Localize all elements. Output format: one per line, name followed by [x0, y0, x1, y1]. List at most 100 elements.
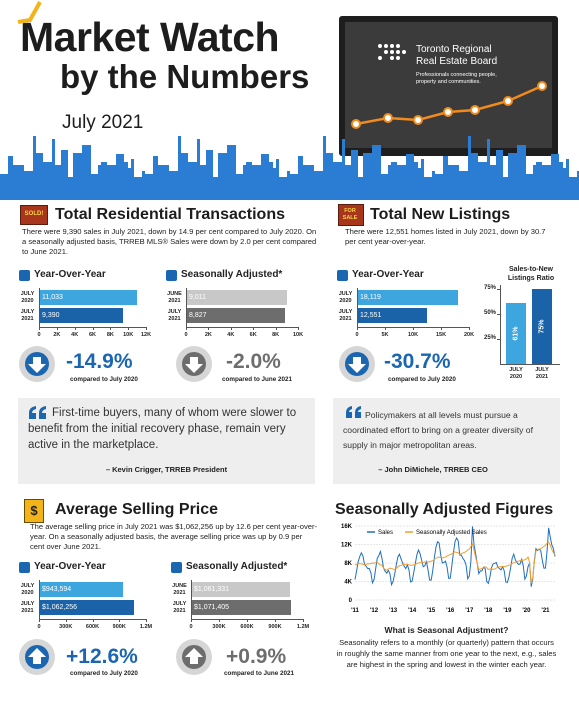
tick-mark [186, 327, 187, 330]
tick-mark [39, 327, 40, 330]
x-tick-label: 1.2M [139, 624, 153, 630]
x-tick-label: 10K [407, 332, 419, 338]
x-tick-label: 10K [123, 332, 134, 338]
category-label: JUNE 2021 [172, 583, 187, 596]
series-line [354, 541, 556, 584]
board-tagline: property and communities. [416, 79, 481, 85]
quote-text: Policymakers at all levels must pursue a… [343, 410, 533, 450]
x-tick-label: 300K [59, 624, 73, 630]
section-title: Average Selling Price [55, 501, 219, 518]
tick-mark [56, 327, 58, 330]
x-tick-label: 0 [355, 332, 359, 338]
x-tick-label: '20 [522, 608, 531, 614]
change-note: compared to July 2020 [388, 376, 456, 383]
screen-dot [413, 115, 423, 125]
tick-mark [65, 619, 67, 622]
screen-dot [503, 96, 513, 106]
tick-mark [497, 339, 500, 340]
tick-mark [146, 619, 147, 622]
bar [191, 582, 291, 597]
x-tick-label: 12K [140, 332, 152, 338]
tick-mark [441, 327, 442, 330]
board-tagline: Professionals connecting people, [416, 72, 497, 78]
y-tick-label: 4K [344, 580, 352, 586]
header-graphics: Toronto Regional Real Estate Board Profe… [0, 1, 579, 200]
x-tick-label: 0 [37, 332, 41, 338]
chart-title: Seasonally Adjusted* [186, 561, 288, 572]
tick-mark [275, 619, 276, 622]
tick-mark [247, 619, 248, 622]
logo-dot [378, 56, 382, 60]
change-icon [176, 346, 212, 382]
screen-dot [537, 81, 547, 91]
down-arrow [28, 357, 46, 373]
screen [345, 22, 552, 148]
x-tick-label: 10K [292, 332, 304, 338]
axis-line [191, 580, 192, 619]
category-label: JULY 2021 [338, 309, 353, 322]
axis-line [186, 327, 298, 328]
tick-mark [92, 327, 94, 330]
tick-mark [74, 327, 76, 330]
bar [186, 308, 285, 323]
logo-dot [396, 56, 400, 60]
x-tick-label: 8K [272, 332, 280, 338]
title-line2: by the Numbers [60, 58, 310, 95]
logo-dot [384, 50, 388, 54]
change-icon [176, 639, 212, 675]
tick-mark [230, 327, 232, 330]
x-tick-label: '11 [351, 608, 359, 614]
chart-title: Year-Over-Year [34, 561, 106, 572]
change-icon [19, 639, 55, 675]
sign-text: SOLD! [24, 211, 44, 217]
tick-mark [110, 327, 112, 330]
x-tick-label: '12 [370, 608, 379, 614]
date: July 2021 [62, 112, 144, 133]
value-label: $1,071,405 [194, 604, 230, 611]
chart-title: Year-Over-Year [34, 269, 106, 280]
down-arrow [185, 357, 203, 373]
tick-mark [219, 619, 220, 622]
bar-chart: Seasonally Adjusted* JUNE 2021 9,011 JULY 2… [165, 268, 310, 346]
x-tick-label: 2K [204, 332, 212, 338]
quote-author: – John DiMichele, TRREB CEO [378, 465, 488, 474]
x-tick-label: 15K [435, 332, 447, 338]
tick-mark [497, 314, 500, 315]
value-label: 8,827 [189, 312, 207, 319]
quote-glyph [346, 406, 361, 418]
category-label: JULY 2021 [535, 367, 549, 380]
x-tick-label: '19 [503, 608, 512, 614]
value-label: 75% [538, 319, 546, 334]
logo-dot [378, 44, 382, 48]
value-label: $1,061,331 [194, 586, 230, 593]
x-tick-label: '17 [465, 608, 474, 614]
logo-dot [384, 44, 388, 48]
tick-mark [303, 619, 304, 622]
value-label: 18,119 [360, 294, 381, 301]
x-tick-label: 6K [88, 332, 97, 338]
logo-dot [390, 44, 394, 48]
bar-chart: Year-Over-Year JULY 2020 11,033 JULY 2021 9,… [18, 268, 158, 346]
screen-dot [470, 105, 480, 115]
x-tick-label: '15 [427, 608, 436, 614]
screen-dot [351, 119, 361, 129]
screen-dot [383, 113, 393, 123]
tick-mark [253, 327, 255, 330]
bar [191, 600, 291, 615]
value-label: 11,033 [42, 294, 63, 301]
x-tick-label: 0 [184, 332, 188, 338]
change-note: compared to July 2020 [70, 376, 138, 383]
axis-line [39, 580, 40, 619]
value-label: $1,062,256 [42, 604, 78, 611]
quote-mark [346, 406, 361, 418]
change-note: compared to July 2020 [70, 670, 138, 677]
tick-mark [128, 327, 130, 330]
bar [532, 289, 552, 364]
bar [39, 600, 134, 615]
up-arrow [185, 648, 203, 664]
screen-dot [443, 107, 453, 117]
sa-change: +0.9% [226, 645, 287, 668]
axis-line [186, 288, 187, 327]
axis-line [357, 288, 358, 327]
yoy-change: +12.6% [66, 645, 138, 668]
